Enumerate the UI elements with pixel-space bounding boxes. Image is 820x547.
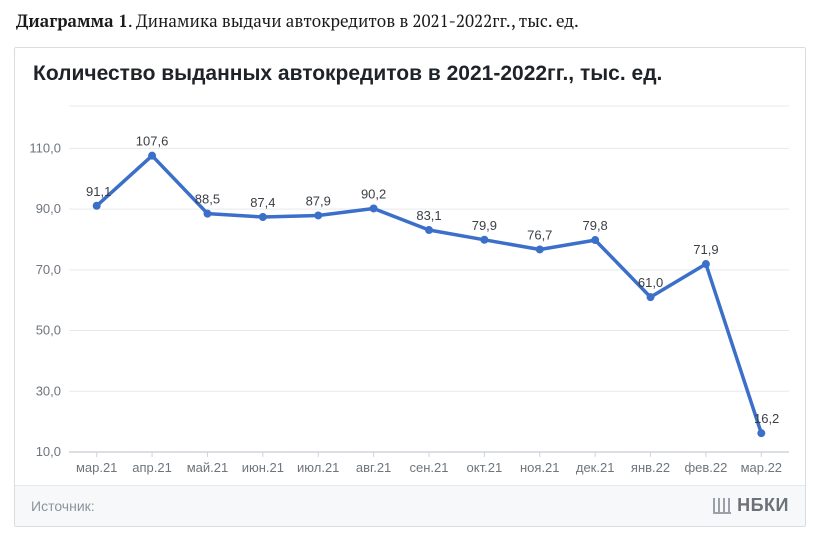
data-point xyxy=(480,236,488,244)
nbki-logo: НБКИ xyxy=(713,495,789,516)
value-label: 16,2 xyxy=(754,411,779,426)
data-point xyxy=(536,245,544,253)
data-point xyxy=(425,226,433,234)
value-label: 79,9 xyxy=(472,218,497,233)
caption-prefix: Диаграмма 1 xyxy=(16,9,128,32)
x-tick-label: июн.21 xyxy=(242,460,284,475)
value-label: 76,7 xyxy=(527,227,552,242)
data-point xyxy=(148,152,156,160)
y-tick-label: 70,0 xyxy=(36,262,61,277)
value-label: 88,5 xyxy=(195,192,220,207)
x-tick-label: июл.21 xyxy=(297,460,339,475)
value-label: 61,0 xyxy=(638,275,663,290)
value-label: 107,6 xyxy=(136,134,169,149)
data-point xyxy=(93,202,101,210)
data-point xyxy=(757,429,765,437)
x-tick-label: дек.21 xyxy=(576,460,615,475)
data-point xyxy=(647,293,655,301)
chart-card: Количество выданных автокредитов в 2021-… xyxy=(14,47,806,527)
value-label: 90,2 xyxy=(361,186,386,201)
chart-plot-area: 10,0 30,0 50,0 70,0 90,0 110,0 мар.21 апр.21 май… xyxy=(15,100,805,486)
y-tick-label: 50,0 xyxy=(36,322,61,337)
value-label: 71,9 xyxy=(693,242,718,257)
x-tick-label: авг.21 xyxy=(356,460,391,475)
x-tick-label: апр.21 xyxy=(132,460,172,475)
x-tick-label: мар.21 xyxy=(76,460,117,475)
data-point xyxy=(702,260,710,268)
value-label: 87,4 xyxy=(250,195,275,210)
x-tick-label: май.21 xyxy=(187,460,229,475)
x-tick-label: ноя.21 xyxy=(520,460,560,475)
value-label: 83,1 xyxy=(416,208,441,223)
data-point xyxy=(370,204,378,212)
data-point xyxy=(203,210,211,218)
chart-title: Количество выданных автокредитов в 2021-… xyxy=(15,48,805,94)
x-tick-label: окт.21 xyxy=(467,460,503,475)
data-point xyxy=(591,236,599,244)
bars-icon xyxy=(713,498,731,514)
y-tick-label: 90,0 xyxy=(36,201,61,216)
y-tick-label: 110,0 xyxy=(29,140,61,155)
data-point xyxy=(259,213,267,221)
caption-rest: . Динамика выдачи автокредитов в 2021-20… xyxy=(128,9,579,32)
figure-caption: Диаграмма 1. Динамика выдачи автокредито… xyxy=(0,0,820,39)
value-label: 79,8 xyxy=(582,218,607,233)
x-tick-label: мар.22 xyxy=(741,460,782,475)
y-tick-label: 10,0 xyxy=(36,444,61,459)
line-chart-svg: 10,0 30,0 50,0 70,0 90,0 110,0 мар.21 апр.21 май… xyxy=(15,100,805,486)
logo-text: НБКИ xyxy=(737,495,789,516)
x-tick-label: сен.21 xyxy=(410,460,449,475)
x-tick-label: янв.22 xyxy=(631,460,670,475)
x-tick-label: фев.22 xyxy=(684,460,727,475)
value-label: 91,1 xyxy=(86,184,111,199)
data-point xyxy=(314,211,322,219)
value-label: 87,9 xyxy=(306,193,331,208)
y-tick-label: 30,0 xyxy=(36,383,61,398)
chart-footer: Источник: НБКИ xyxy=(15,485,805,526)
source-label: Источник: xyxy=(31,498,95,514)
